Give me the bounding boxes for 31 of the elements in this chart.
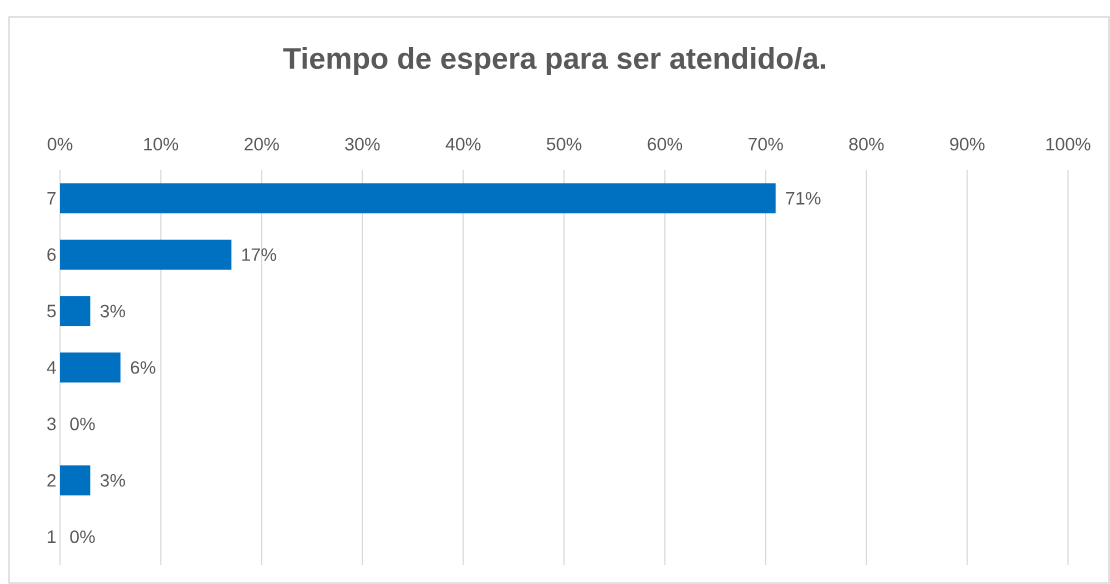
data-label: 71% <box>786 191 821 205</box>
y-tick-label: 3 <box>47 417 56 431</box>
bar <box>60 465 91 496</box>
x-tick-label: 0% <box>47 137 73 151</box>
x-tick-label: 60% <box>647 137 683 151</box>
y-tick-label: 7 <box>47 192 56 205</box>
bar <box>60 352 121 383</box>
bar <box>60 239 232 270</box>
y-tick-label: 5 <box>47 304 56 318</box>
data-label: 0% <box>70 417 95 431</box>
x-tick-label: 20% <box>244 137 279 151</box>
data-label: 3% <box>100 304 126 318</box>
bar <box>60 183 776 214</box>
x-tick-label: 40% <box>445 137 481 151</box>
y-tick-label: 4 <box>46 361 56 374</box>
x-tick-label: 50% <box>546 137 582 151</box>
data-label: 6% <box>130 361 156 374</box>
x-tick-label: 70% <box>748 137 783 151</box>
data-label: 0% <box>70 530 95 544</box>
x-tick-label: 100% <box>1046 137 1091 151</box>
y-tick-label: 6 <box>47 248 56 261</box>
x-tick-label: 80% <box>849 137 884 151</box>
data-label: 3% <box>100 473 126 487</box>
x-tick-label: 30% <box>345 137 380 151</box>
chart-title: Tiempo de espera para ser atendido/a. <box>283 47 826 75</box>
x-tick-label: 90% <box>950 137 985 151</box>
data-label: 17% <box>242 248 277 261</box>
bar <box>60 296 91 327</box>
y-tick-label: 1 <box>47 530 56 543</box>
y-tick-label: 2 <box>47 474 56 487</box>
x-tick-label: 10% <box>144 137 179 151</box>
